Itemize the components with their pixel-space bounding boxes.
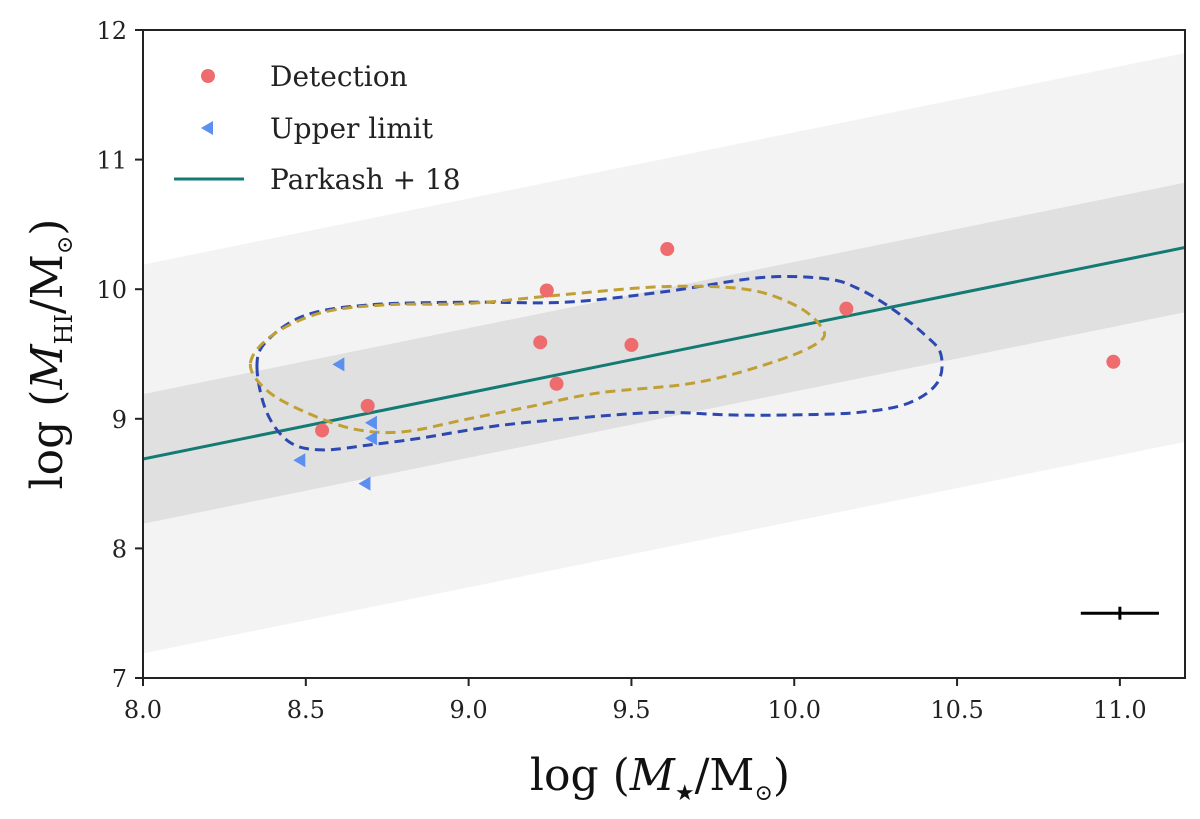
upper-limit-point bbox=[358, 476, 371, 491]
detection-point bbox=[660, 242, 675, 257]
x-tick-label: 10.0 bbox=[768, 696, 821, 724]
detection-point bbox=[533, 335, 548, 350]
x-tick-label: 9.0 bbox=[450, 696, 488, 724]
y-tick-label: 10 bbox=[96, 276, 127, 304]
x-tick-label: 9.5 bbox=[612, 696, 650, 724]
legend-parkash-label: Parkash + 18 bbox=[270, 163, 461, 196]
upper-limit-point bbox=[364, 415, 377, 430]
x-axis-ticks: 8.0 8.5 9.0 9.5 10.0 10.5 11.0 bbox=[124, 678, 1147, 724]
x-tick-label: 8.5 bbox=[287, 696, 325, 724]
y-axis-ticks: 7 8 9 10 11 12 bbox=[96, 17, 143, 693]
y-tick-label: 12 bbox=[96, 17, 127, 45]
upper-limit-markers bbox=[293, 357, 377, 491]
upper-limit-point bbox=[293, 453, 306, 468]
y-tick-label: 8 bbox=[112, 535, 127, 563]
detection-point bbox=[315, 423, 330, 438]
legend-detection-label: Detection bbox=[270, 60, 408, 93]
legend-upper-limit-label: Upper limit bbox=[270, 112, 434, 145]
x-tick-label: 10.5 bbox=[930, 696, 983, 724]
legend-upper-limit-marker bbox=[201, 121, 213, 135]
error-bar bbox=[1080, 606, 1159, 620]
detection-point bbox=[539, 283, 554, 298]
y-tick-label: 9 bbox=[112, 406, 127, 434]
y-axis-label: log (MHI/M⊙) bbox=[22, 219, 78, 490]
detection-point bbox=[549, 376, 564, 391]
legend-detection-marker bbox=[201, 69, 215, 83]
upper-limit-point bbox=[332, 357, 345, 372]
detection-point bbox=[360, 398, 375, 413]
detection-point bbox=[624, 337, 639, 352]
x-tick-label: 11.0 bbox=[1093, 696, 1146, 724]
contours bbox=[248, 274, 944, 452]
legend: Detection Upper limit Parkash + 18 bbox=[174, 60, 461, 196]
detection-point bbox=[839, 301, 854, 316]
parkash-relation-line bbox=[143, 245, 1185, 461]
y-tick-label: 11 bbox=[96, 147, 127, 175]
upper-limit-point bbox=[364, 431, 377, 446]
detection-markers bbox=[315, 242, 1121, 438]
x-axis-label: log (M★/M⊙) bbox=[530, 750, 790, 806]
y-tick-label: 7 bbox=[112, 665, 127, 693]
plot-frame bbox=[142, 29, 1186, 679]
detection-point bbox=[1106, 354, 1121, 369]
x-tick-label: 8.0 bbox=[124, 696, 162, 724]
